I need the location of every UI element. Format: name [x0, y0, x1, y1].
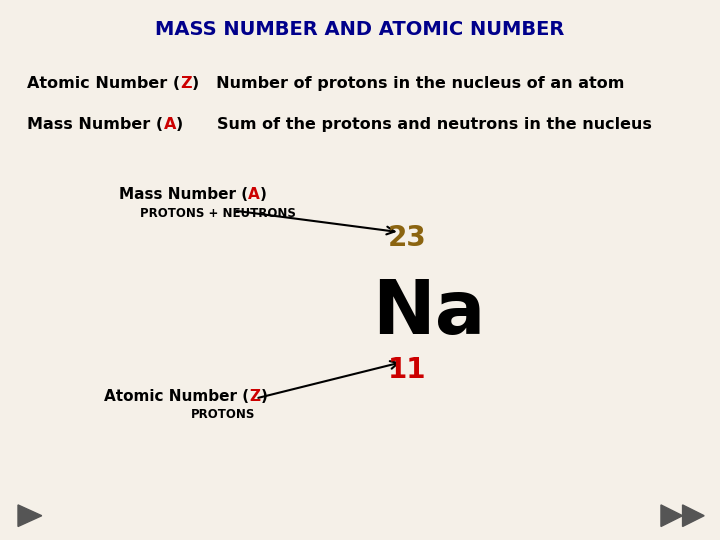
Text: Na: Na	[372, 276, 485, 350]
Text: Mass Number (: Mass Number (	[27, 117, 163, 132]
Text: MASS NUMBER AND ATOMIC NUMBER: MASS NUMBER AND ATOMIC NUMBER	[156, 20, 564, 39]
Text: PROTONS + NEUTRONS: PROTONS + NEUTRONS	[140, 207, 296, 220]
Text: ): )	[260, 187, 266, 202]
Text: Atomic Number (: Atomic Number (	[104, 389, 250, 404]
Text: A: A	[248, 187, 260, 202]
Text: PROTONS: PROTONS	[191, 408, 255, 421]
Text: )   Number of protons in the nucleus of an atom: ) Number of protons in the nucleus of an…	[192, 76, 624, 91]
Text: Atomic Number (: Atomic Number (	[27, 76, 181, 91]
Text: Mass Number (: Mass Number (	[119, 187, 248, 202]
Text: 11: 11	[387, 356, 426, 384]
Polygon shape	[661, 505, 683, 526]
Text: )      Sum of the protons and neutrons in the nucleus: ) Sum of the protons and neutrons in the…	[176, 117, 652, 132]
Text: A: A	[163, 117, 176, 132]
Text: Z: Z	[181, 76, 192, 91]
Text: Z: Z	[250, 389, 261, 404]
Polygon shape	[18, 505, 42, 526]
Text: 23: 23	[387, 224, 426, 252]
Polygon shape	[683, 505, 704, 526]
Text: ): )	[261, 389, 267, 404]
